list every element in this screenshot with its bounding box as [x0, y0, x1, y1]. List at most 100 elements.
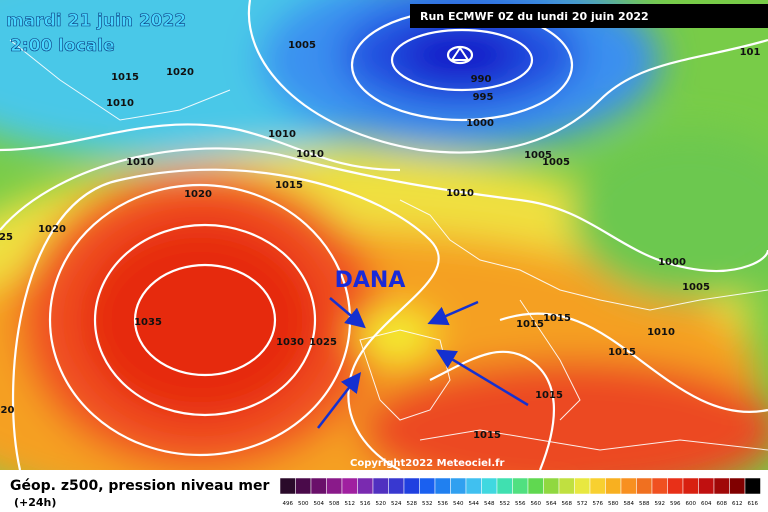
isobar-label: 1010 — [446, 188, 474, 199]
footer-lead: (+24h) — [14, 496, 56, 509]
scale-label: 520 — [376, 501, 387, 507]
isobar-label: 1010 — [268, 129, 296, 140]
scale-swatch — [605, 477, 622, 495]
scale-label: 532 — [422, 501, 433, 507]
scale-swatch — [543, 477, 560, 495]
scale-label: 548 — [484, 501, 495, 507]
isobar-label: 1015 — [543, 313, 571, 324]
scale-label: 528 — [407, 501, 418, 507]
isobar-label: 1030 — [276, 337, 304, 348]
scale-label: 524 — [391, 501, 402, 507]
coastlines — [9, 39, 768, 451]
scale-label: 504 — [314, 501, 325, 507]
scale-label: 560 — [531, 501, 542, 507]
scale-swatch — [558, 477, 575, 495]
annotation: DANA — [335, 268, 406, 293]
scale-label: 600 — [686, 501, 697, 507]
scale-swatch — [574, 477, 591, 495]
scale-swatch — [481, 477, 498, 495]
scale-swatch — [589, 477, 606, 495]
scale-swatch — [450, 477, 467, 495]
isobar-label: 1000 — [466, 118, 494, 129]
scale-swatch — [682, 477, 699, 495]
isobar-label: 1005 — [524, 150, 552, 161]
scale-swatch — [419, 477, 436, 495]
isobar-label: 1015 — [516, 319, 544, 330]
low-marker — [450, 46, 470, 61]
scale-label: 568 — [562, 501, 573, 507]
isobar-label: 1015 — [473, 430, 501, 441]
run-label: Run ECMWF 0Z du lundi 20 juin 2022 — [420, 10, 649, 23]
scale-label: 612 — [732, 501, 743, 507]
isobar-label: 1020 — [166, 67, 194, 78]
isobar-label: 1025 — [309, 337, 337, 348]
isobar-label: 1020 — [38, 224, 66, 235]
isobar-label: 1005 — [288, 40, 316, 51]
scale-swatch — [527, 477, 544, 495]
isobar-label: 25 — [0, 232, 13, 243]
isobar-label: 1010 — [126, 157, 154, 168]
isobar-label: 1015 — [608, 347, 636, 358]
scale-swatch — [744, 477, 761, 495]
scale-label: 576 — [593, 501, 604, 507]
scale-swatch — [403, 477, 420, 495]
isobar-label: 020 — [0, 405, 14, 416]
isobar-label: 1000 — [658, 257, 686, 268]
isobar-label: 995 — [473, 92, 494, 103]
scale-label: 552 — [500, 501, 511, 507]
isobar-label: 1010 — [296, 149, 324, 160]
isobar-label: 1035 — [134, 317, 162, 328]
scale-label: 544 — [469, 501, 480, 507]
scale-label: 588 — [639, 501, 650, 507]
scale-label: 496 — [283, 501, 294, 507]
scale-label: 616 — [748, 501, 759, 507]
scale-label: 572 — [577, 501, 588, 507]
scale-label: 604 — [701, 501, 712, 507]
scale-label: 592 — [655, 501, 666, 507]
scale-label: 508 — [329, 501, 340, 507]
scale-label: 512 — [345, 501, 356, 507]
isobar-label: 1010 — [647, 327, 675, 338]
scale-swatch — [651, 477, 668, 495]
scale-swatch — [295, 477, 312, 495]
scale-label: 564 — [546, 501, 557, 507]
isobar-label: 1005 — [542, 157, 570, 168]
scale-label: 596 — [670, 501, 681, 507]
scale-label: 500 — [298, 501, 309, 507]
scale-swatch — [465, 477, 482, 495]
scale-swatch — [713, 477, 730, 495]
isobar-label: 1015 — [111, 72, 139, 83]
isobar-label: 1015 — [275, 180, 303, 191]
scale-label: 516 — [360, 501, 371, 507]
scale-swatch — [357, 477, 374, 495]
isobar-label: 101 — [740, 47, 761, 58]
footer-title: Géop. z500, pression niveau mer — [10, 478, 269, 494]
scale-swatch — [372, 477, 389, 495]
scale-swatch — [636, 477, 653, 495]
scale-label: 536 — [438, 501, 449, 507]
scale-swatch — [434, 477, 451, 495]
scale-swatch — [620, 477, 637, 495]
scale-swatch — [667, 477, 684, 495]
scale-swatch — [279, 477, 296, 495]
scale-swatch — [326, 477, 343, 495]
color-scale: 496 500 504 508 512 516 520 524 528 532 536 540 544 5… — [279, 477, 761, 507]
isobar-label: 1020 — [184, 189, 212, 200]
scale-swatch — [310, 477, 327, 495]
isobar-label: 1015 — [535, 390, 563, 401]
scale-label: 540 — [453, 501, 464, 507]
scale-swatch — [512, 477, 529, 495]
isobar-label: 1010 — [106, 98, 134, 109]
scale-swatch — [341, 477, 358, 495]
time-label: 2:00 locale — [10, 36, 115, 56]
arrows — [317, 297, 529, 429]
scale-label: 556 — [515, 501, 526, 507]
run-box — [410, 4, 768, 28]
isobar-label: 1005 — [682, 282, 710, 293]
copyright: Copyright2022 Meteociel.fr — [350, 458, 504, 469]
scale-label: 580 — [608, 501, 619, 507]
